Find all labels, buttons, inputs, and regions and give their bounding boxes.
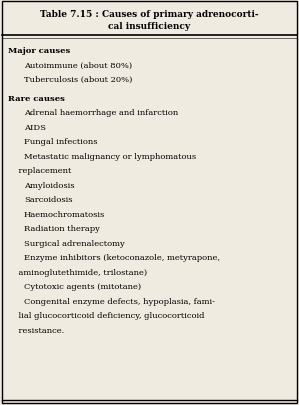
Text: Rare causes: Rare causes [8, 95, 65, 102]
Text: Sarcoidosis: Sarcoidosis [24, 196, 72, 204]
Text: aminoglutethimide, trilostane): aminoglutethimide, trilostane) [8, 268, 147, 276]
Text: Surgical adrenalectomy: Surgical adrenalectomy [24, 239, 125, 247]
Text: Adrenal haemorrhage and infarction: Adrenal haemorrhage and infarction [24, 109, 178, 117]
Text: Tuberculosis (about 20%): Tuberculosis (about 20%) [24, 76, 132, 84]
Text: lial glucocorticoid deficiency, glucocorticoid: lial glucocorticoid deficiency, glucocor… [8, 311, 205, 320]
Text: Haemochromatosis: Haemochromatosis [24, 210, 105, 218]
Text: cal insufficiency: cal insufficiency [109, 22, 190, 31]
Text: Metastatic malignancy or lymphomatous: Metastatic malignancy or lymphomatous [24, 152, 196, 160]
Text: Fungal infections: Fungal infections [24, 138, 97, 146]
Text: Radiation therapy: Radiation therapy [24, 225, 100, 233]
Text: resistance.: resistance. [8, 326, 64, 334]
Text: Cytotoxic agents (mitotane): Cytotoxic agents (mitotane) [24, 283, 141, 291]
Text: Congenital enzyme defects, hypoplasia, fami-: Congenital enzyme defects, hypoplasia, f… [24, 297, 215, 305]
Text: Enzyme inhibitors (ketoconazole, metyrapone,: Enzyme inhibitors (ketoconazole, metyrap… [24, 254, 220, 262]
Text: replacement: replacement [8, 167, 71, 175]
Text: Amyloidosis: Amyloidosis [24, 181, 74, 190]
Text: Autoimmune (about 80%): Autoimmune (about 80%) [24, 62, 132, 70]
Text: AIDS: AIDS [24, 124, 46, 132]
Text: Table 7.15 : Causes of primary adrenocorti-: Table 7.15 : Causes of primary adrenocor… [40, 10, 259, 19]
Text: Major causes: Major causes [8, 47, 70, 55]
